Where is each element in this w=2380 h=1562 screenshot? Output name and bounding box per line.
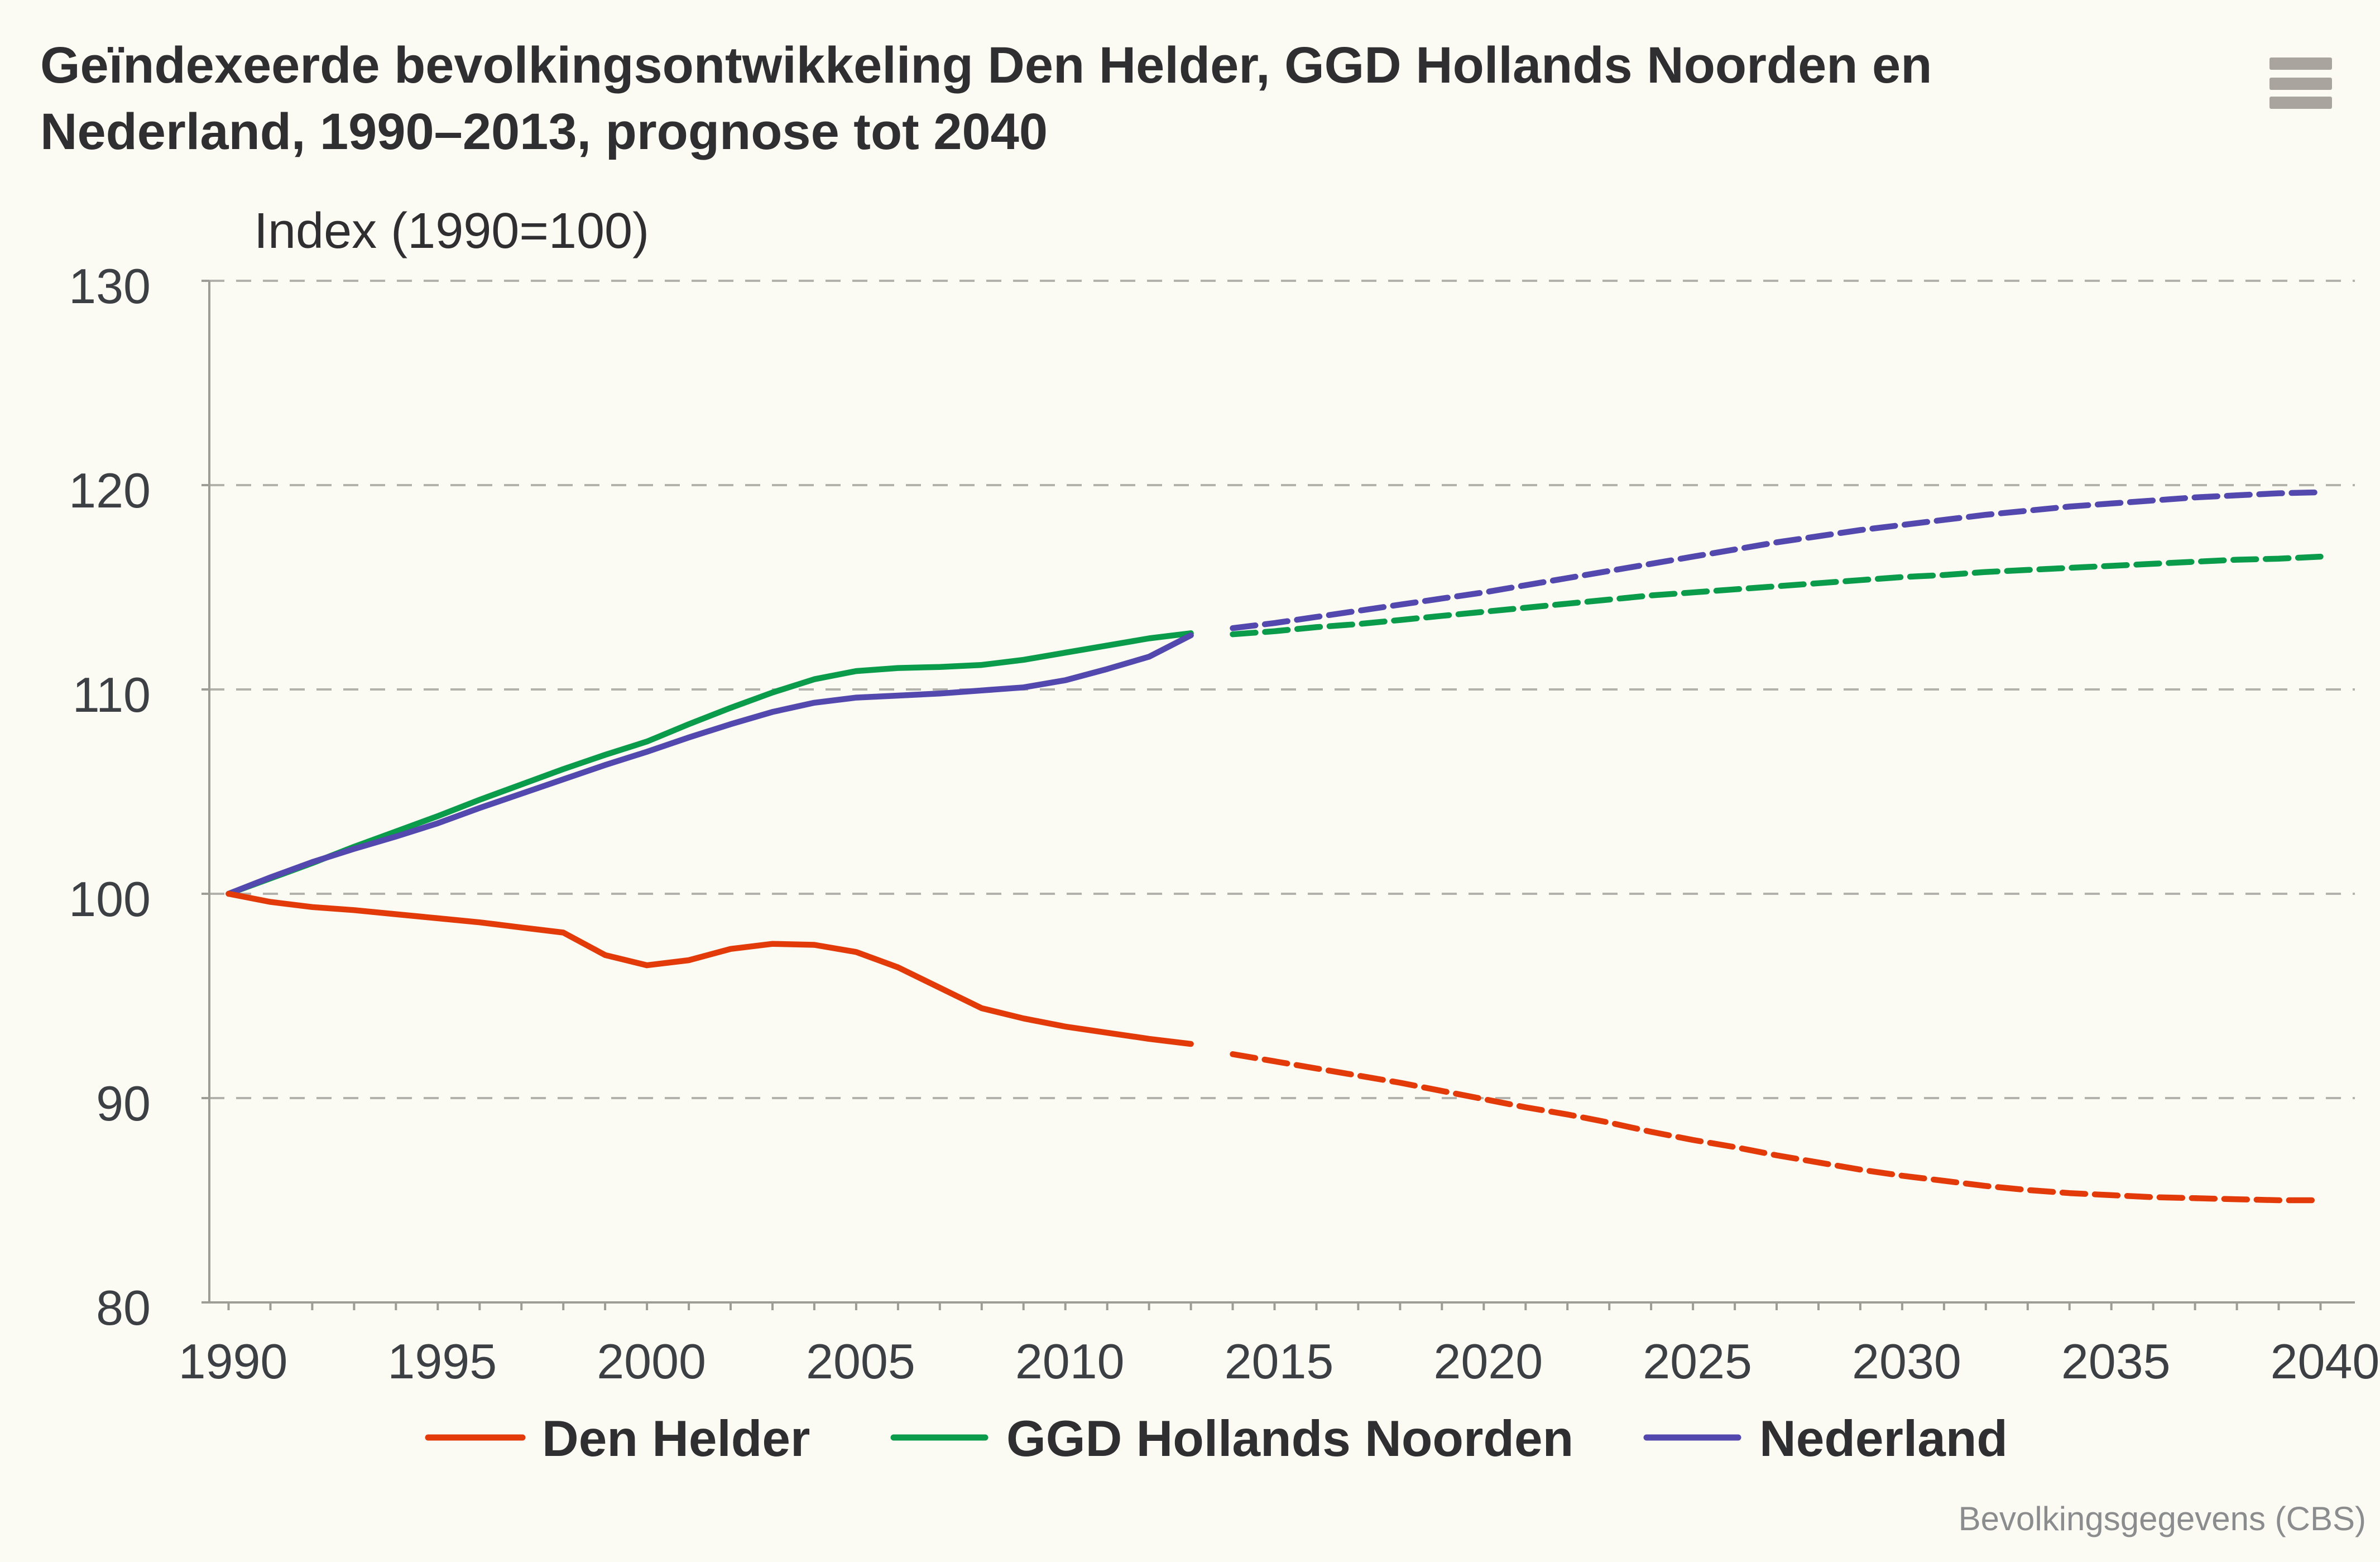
svg-text:2035: 2035 (2061, 1334, 2171, 1389)
svg-text:2030: 2030 (1852, 1334, 1961, 1389)
svg-text:2005: 2005 (806, 1334, 915, 1389)
svg-text:2000: 2000 (597, 1334, 706, 1389)
svg-text:Nederland, 1990–2013, prognose: Nederland, 1990–2013, prognose tot 2040 (40, 103, 1048, 160)
svg-text:Bevolkingsgegevens (CBS): Bevolkingsgegevens (CBS) (1959, 1500, 2366, 1537)
svg-text:110: 110 (73, 667, 151, 722)
svg-text:130: 130 (69, 258, 151, 314)
svg-text:GGD Hollands Noorden: GGD Hollands Noorden (1006, 1411, 1573, 1467)
svg-text:1995: 1995 (387, 1334, 497, 1389)
svg-text:Index (1990=100): Index (1990=100) (254, 203, 649, 259)
svg-text:2020: 2020 (1433, 1334, 1543, 1389)
svg-text:2015: 2015 (1225, 1334, 1334, 1389)
svg-text:2025: 2025 (1643, 1334, 1752, 1389)
svg-text:80: 80 (96, 1280, 151, 1335)
svg-text:Nederland: Nederland (1759, 1411, 2008, 1467)
svg-text:Geïndexeerde bevolkingsontwikk: Geïndexeerde bevolkingsontwikkeling Den … (40, 37, 1932, 94)
svg-text:2010: 2010 (1015, 1334, 1125, 1389)
svg-text:90: 90 (96, 1076, 151, 1131)
svg-text:120: 120 (69, 463, 151, 518)
svg-text:2040: 2040 (2271, 1334, 2380, 1389)
svg-text:1990: 1990 (179, 1334, 288, 1389)
svg-text:100: 100 (69, 871, 151, 927)
svg-text:Den Helder: Den Helder (542, 1411, 810, 1467)
